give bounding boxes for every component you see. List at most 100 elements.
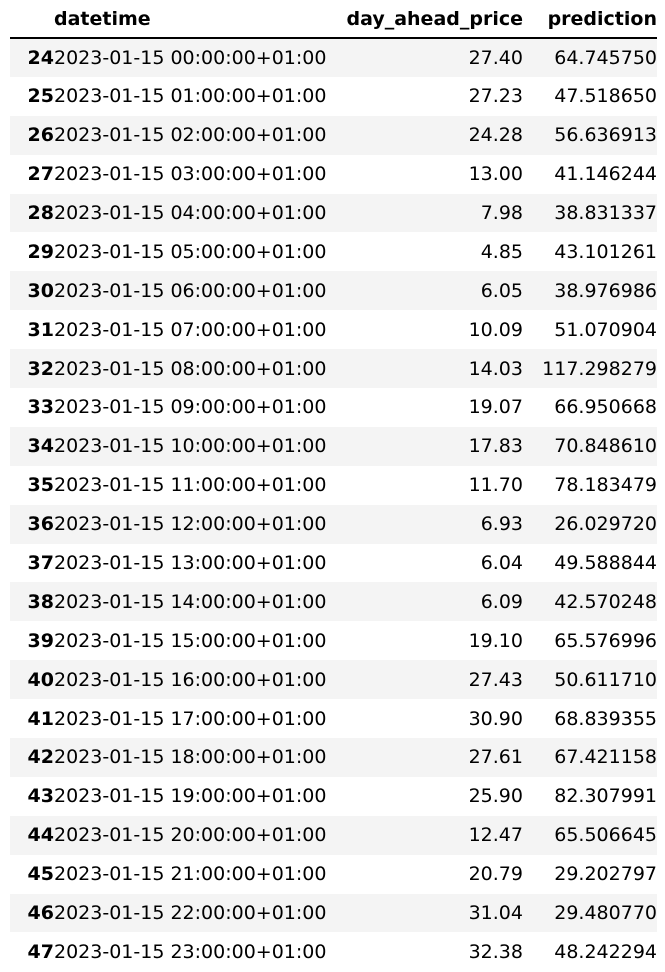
prediction-cell: 66.950668 (554, 396, 657, 419)
table-row: 44 2023-01-15 20:00:00+01:00 12.47 65.50664… (10, 815, 657, 855)
prediction-cell: 70.848610 (554, 435, 657, 458)
datetime-cell: 2023-01-15 19:00:00+01:00 (54, 785, 327, 808)
table-body: 24 2023-01-15 00:00:00+01:00 27.40 64.74575… (10, 38, 657, 972)
table-row: 47 2023-01-15 23:00:00+01:00 32.38 48.24229… (10, 932, 657, 972)
row-index: 39 (27, 629, 54, 652)
table-row: 46 2023-01-15 22:00:00+01:00 31.04 29.48077… (10, 893, 657, 933)
prediction-cell: 48.242294 (554, 940, 657, 963)
row-index: 25 (27, 85, 54, 108)
datetime-cell: 2023-01-15 14:00:00+01:00 (54, 590, 327, 613)
datetime-cell: 2023-01-15 16:00:00+01:00 (54, 668, 327, 691)
day-ahead-price-cell: 10.09 (468, 318, 523, 341)
table-row: 32 2023-01-15 08:00:00+01:00 14.03 117.2982… (10, 349, 657, 389)
prediction-cell: 64.745750 (554, 46, 657, 69)
prediction-cell: 50.611710 (554, 668, 657, 691)
day-ahead-price-cell: 24.28 (468, 124, 523, 147)
column-header-prediction: prediction (523, 0, 657, 39)
table-row: 31 2023-01-15 07:00:00+01:00 10.09 51.07090… (10, 310, 657, 350)
table-row: 26 2023-01-15 02:00:00+01:00 24.28 56.63691… (10, 115, 657, 155)
day-ahead-price-cell: 14.03 (468, 357, 523, 380)
row-index: 40 (27, 668, 54, 691)
index-column-header (10, 0, 54, 39)
table-row: 33 2023-01-15 09:00:00+01:00 19.07 66.95066… (10, 388, 657, 427)
datetime-cell: 2023-01-15 03:00:00+01:00 (54, 163, 327, 186)
prediction-cell: 41.146244 (554, 163, 657, 186)
column-header-day-ahead-price: day_ahead_price (322, 0, 523, 39)
day-ahead-price-cell: 6.09 (480, 590, 523, 613)
prediction-cell: 29.480770 (554, 902, 657, 925)
day-ahead-price-cell: 19.07 (468, 396, 523, 419)
datetime-cell: 2023-01-15 21:00:00+01:00 (54, 863, 327, 886)
prediction-cell: 65.576996 (554, 629, 657, 652)
table-row: 27 2023-01-15 03:00:00+01:00 13.00 41.14624… (10, 154, 657, 194)
prediction-cell: 78.183479 (554, 474, 657, 497)
day-ahead-price-cell: 19.10 (468, 629, 523, 652)
row-index: 47 (27, 940, 54, 963)
table-row: 29 2023-01-15 05:00:00+01:00 4.85 43.101261 (10, 232, 657, 272)
row-index: 34 (27, 435, 54, 458)
datetime-cell: 2023-01-15 07:00:00+01:00 (54, 318, 327, 341)
column-header-datetime: datetime (54, 0, 322, 39)
table-row: 34 2023-01-15 10:00:00+01:00 17.83 70.84861… (10, 426, 657, 466)
prediction-cell: 26.029720 (554, 513, 657, 536)
row-index: 35 (27, 474, 54, 497)
datetime-cell: 2023-01-15 15:00:00+01:00 (54, 629, 327, 652)
dataframe-container: datetime day_ahead_price prediction 24 20… (10, 0, 657, 972)
table-row: 39 2023-01-15 15:00:00+01:00 19.10 65.57699… (10, 621, 657, 661)
prediction-cell: 29.202797 (554, 863, 657, 886)
prediction-cell: 65.506645 (554, 824, 657, 847)
datetime-cell: 2023-01-15 12:00:00+01:00 (54, 513, 327, 536)
day-ahead-price-cell: 27.23 (468, 85, 523, 108)
datetime-cell: 2023-01-15 02:00:00+01:00 (54, 124, 327, 147)
row-index: 44 (27, 824, 54, 847)
table-row: 40 2023-01-15 16:00:00+01:00 27.43 50.61171… (10, 660, 657, 700)
datetime-cell: 2023-01-15 09:00:00+01:00 (54, 396, 327, 419)
table-row: 28 2023-01-15 04:00:00+01:00 7.98 38.831337 (10, 193, 657, 233)
table-row: 24 2023-01-15 00:00:00+01:00 27.40 64.74575… (10, 38, 657, 77)
table-row: 45 2023-01-15 21:00:00+01:00 20.79 29.20279… (10, 854, 657, 894)
day-ahead-price-cell: 27.61 (468, 746, 523, 769)
row-index: 37 (27, 552, 54, 575)
datetime-cell: 2023-01-15 00:00:00+01:00 (54, 46, 327, 69)
row-index: 26 (27, 124, 54, 147)
day-ahead-price-cell: 11.70 (468, 474, 523, 497)
prediction-cell: 67.421158 (554, 746, 657, 769)
row-index: 38 (27, 590, 54, 613)
row-index: 41 (27, 707, 54, 730)
day-ahead-price-cell: 30.90 (468, 707, 523, 730)
row-index: 30 (27, 279, 54, 302)
day-ahead-price-cell: 32.38 (468, 940, 523, 963)
prediction-cell: 82.307991 (554, 785, 657, 808)
table-row: 38 2023-01-15 14:00:00+01:00 6.09 42.570248 (10, 582, 657, 622)
datetime-cell: 2023-01-15 13:00:00+01:00 (54, 552, 327, 575)
table-row: 25 2023-01-15 01:00:00+01:00 27.23 47.51865… (10, 76, 657, 116)
row-index: 32 (27, 357, 54, 380)
table-header: datetime day_ahead_price prediction (10, 0, 657, 39)
prediction-cell: 68.839355 (554, 707, 657, 730)
datetime-cell: 2023-01-15 10:00:00+01:00 (54, 435, 327, 458)
row-index: 45 (27, 863, 54, 886)
table-row: 35 2023-01-15 11:00:00+01:00 11.70 78.18347… (10, 465, 657, 505)
day-ahead-price-cell: 4.85 (480, 240, 523, 263)
prediction-cell: 117.298279 (542, 357, 657, 380)
row-index: 33 (27, 396, 54, 419)
datetime-cell: 2023-01-15 05:00:00+01:00 (54, 240, 327, 263)
day-ahead-price-cell: 6.93 (480, 513, 523, 536)
datetime-cell: 2023-01-15 18:00:00+01:00 (54, 746, 327, 769)
datetime-cell: 2023-01-15 06:00:00+01:00 (54, 279, 327, 302)
prediction-cell: 56.636913 (554, 124, 657, 147)
datetime-cell: 2023-01-15 22:00:00+01:00 (54, 902, 327, 925)
day-ahead-price-cell: 27.43 (468, 668, 523, 691)
day-ahead-price-cell: 6.05 (480, 279, 523, 302)
prediction-cell: 42.570248 (554, 590, 657, 613)
header-row: datetime day_ahead_price prediction (10, 0, 657, 39)
table-row: 30 2023-01-15 06:00:00+01:00 6.05 38.976986 (10, 271, 657, 311)
row-index: 36 (27, 513, 54, 536)
prediction-cell: 38.831337 (554, 202, 657, 224)
datetime-cell: 2023-01-15 11:00:00+01:00 (54, 474, 327, 497)
table-row: 37 2023-01-15 13:00:00+01:00 6.04 49.588844 (10, 543, 657, 583)
prediction-cell: 47.518650 (554, 85, 657, 108)
row-index: 43 (27, 785, 54, 808)
table-row: 42 2023-01-15 18:00:00+01:00 27.61 67.42115… (10, 738, 657, 777)
dataframe-table: datetime day_ahead_price prediction 24 20… (10, 0, 657, 972)
